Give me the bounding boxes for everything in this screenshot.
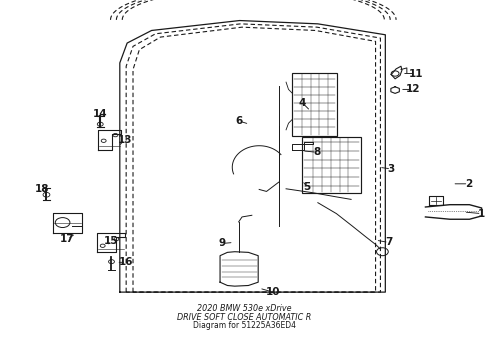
- Text: 3: 3: [387, 164, 394, 174]
- Text: 16: 16: [119, 257, 133, 267]
- Bar: [292, 73, 337, 136]
- Text: 1: 1: [477, 209, 484, 219]
- Text: 9: 9: [219, 238, 225, 248]
- Text: 17: 17: [60, 234, 75, 244]
- Bar: [302, 137, 360, 193]
- Text: 10: 10: [265, 287, 280, 297]
- Text: 2: 2: [464, 179, 471, 189]
- Text: 14: 14: [93, 109, 107, 119]
- Text: DRIVE SOFT CLOSE AUTOMATIC R: DRIVE SOFT CLOSE AUTOMATIC R: [177, 313, 311, 322]
- Text: 2020 BMW 530e xDrive: 2020 BMW 530e xDrive: [197, 304, 291, 313]
- Text: 4: 4: [298, 98, 305, 108]
- Text: 5: 5: [303, 182, 310, 192]
- Text: 7: 7: [384, 238, 392, 247]
- Text: 6: 6: [235, 116, 242, 126]
- Text: 15: 15: [104, 236, 119, 246]
- Text: 11: 11: [407, 68, 422, 78]
- Text: 13: 13: [117, 135, 132, 145]
- Text: Diagram for 51225A36ED4: Diagram for 51225A36ED4: [193, 321, 295, 330]
- Text: 8: 8: [313, 147, 320, 157]
- Text: 12: 12: [405, 85, 420, 94]
- Text: 18: 18: [34, 184, 49, 194]
